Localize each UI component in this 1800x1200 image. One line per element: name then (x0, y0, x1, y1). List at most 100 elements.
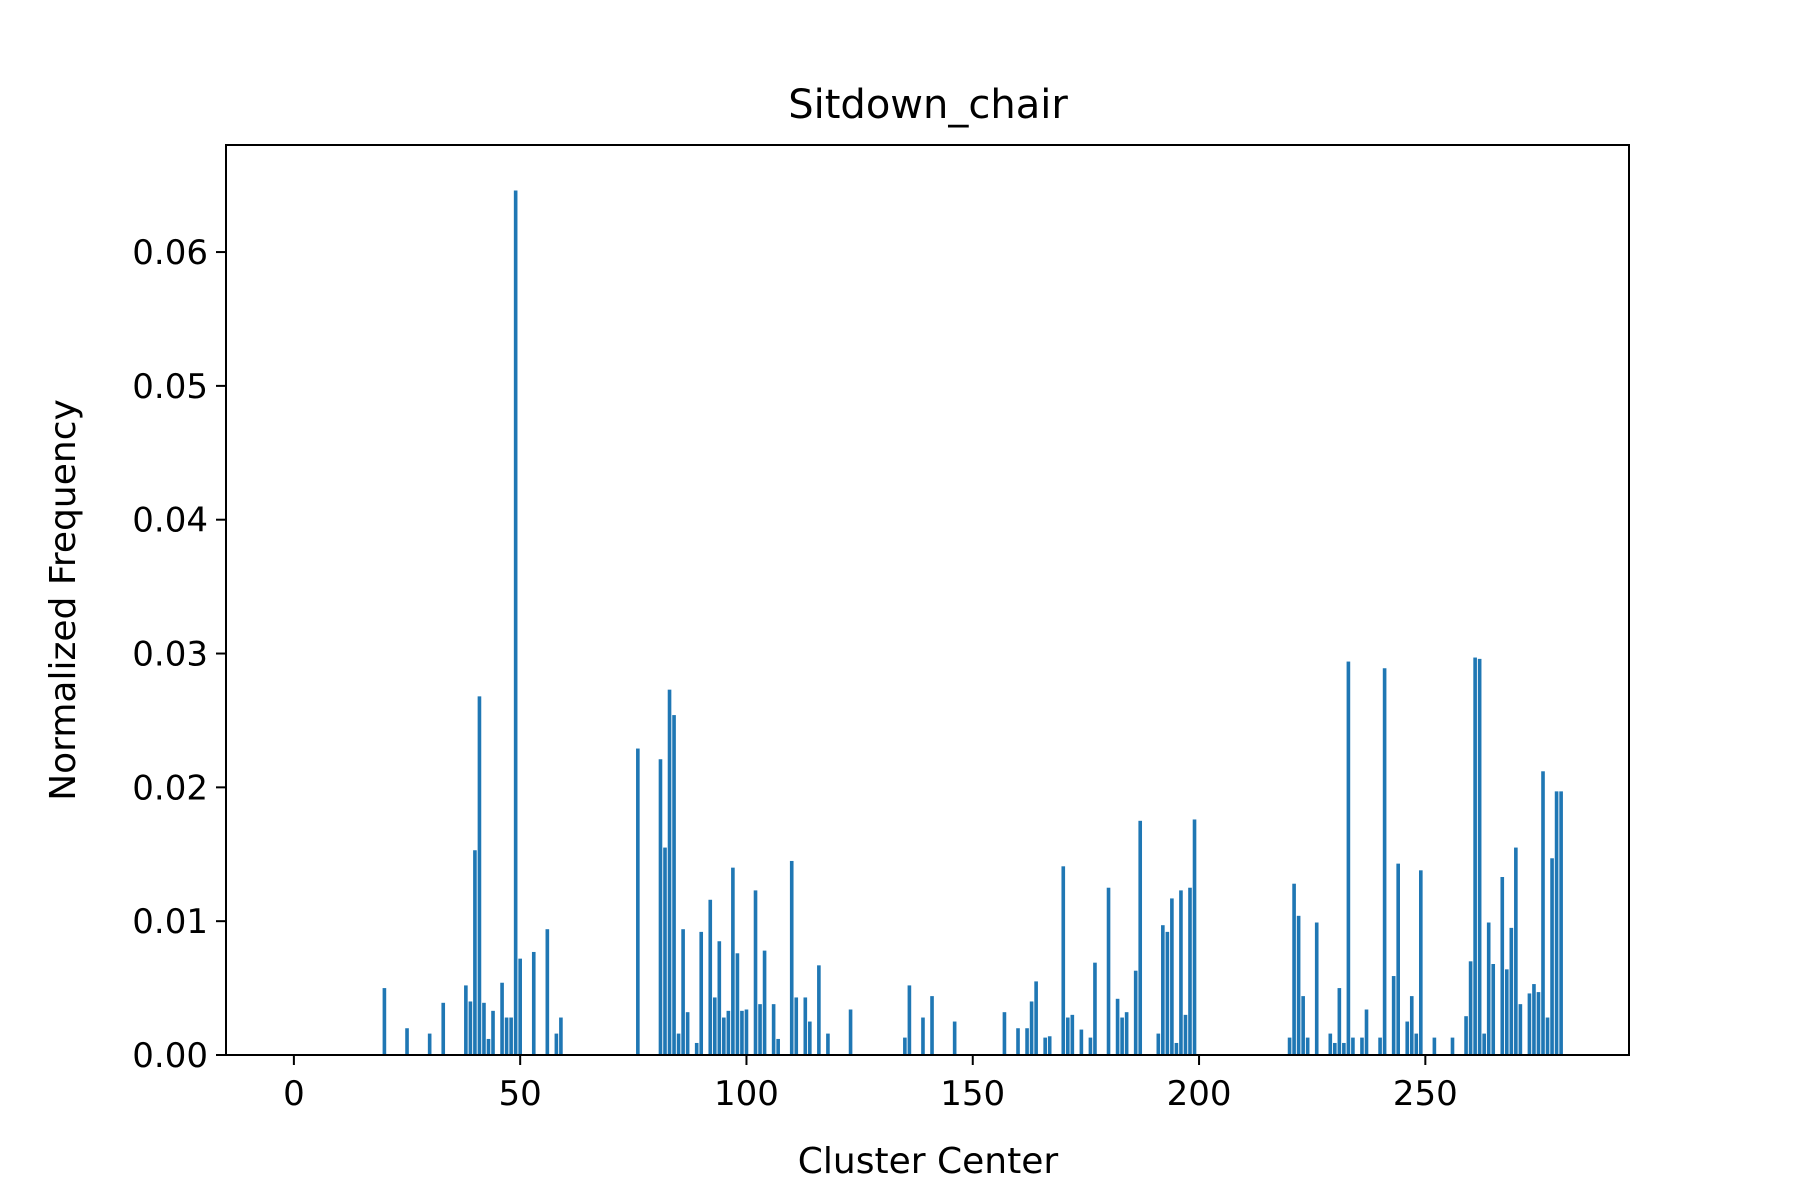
bar-cluster-243 (1391, 976, 1396, 1055)
bar-cluster-232 (1342, 1042, 1346, 1055)
x-tick-label: 200 (1167, 1074, 1232, 1114)
bar-cluster-277 (1545, 1017, 1550, 1055)
bar-cluster-241 (1382, 668, 1387, 1055)
bar-cluster-180 (1106, 887, 1111, 1055)
bar-cluster-163 (1029, 1001, 1034, 1055)
bar-cluster-249 (1419, 870, 1423, 1055)
bar-cluster-256 (1450, 1037, 1455, 1055)
bar-cluster-263 (1482, 1033, 1486, 1055)
bar-cluster-193 (1165, 931, 1170, 1055)
bar-cluster-224 (1305, 1037, 1310, 1055)
x-axis-ticks: 0 50 100 150 200 250 (283, 1055, 1458, 1114)
y-tick-label: 0.05 (132, 367, 208, 407)
bar-cluster-160 (1016, 1028, 1020, 1055)
bar-cluster-184 (1124, 1012, 1129, 1055)
bar-cluster-187 (1138, 820, 1143, 1055)
bar-cluster-90 (699, 931, 704, 1055)
bar-cluster-233 (1346, 661, 1351, 1055)
bar-cluster-89 (694, 1042, 699, 1055)
bar-cluster-84 (672, 715, 676, 1055)
x-axis-label: Cluster Center (798, 1141, 1059, 1182)
bar-cluster-194 (1170, 898, 1174, 1055)
bar-cluster-244 (1396, 863, 1400, 1055)
bar-cluster-123 (848, 1009, 853, 1055)
bar-cluster-199 (1192, 819, 1197, 1055)
bar-cluster-197 (1183, 1014, 1188, 1055)
bar-cluster-271 (1518, 1004, 1523, 1055)
bar-cluster-41 (477, 696, 482, 1055)
bar-cluster-196 (1179, 890, 1183, 1055)
y-tick-label: 0.01 (132, 902, 208, 942)
y-tick-label: 0.02 (132, 768, 208, 808)
bar-cluster-177 (1093, 962, 1097, 1055)
bar-cluster-276 (1541, 771, 1545, 1055)
bar-cluster-273 (1527, 993, 1532, 1055)
bar-cluster-47 (504, 1017, 509, 1055)
bar-cluster-141 (930, 996, 934, 1055)
bar-cluster-135 (903, 1037, 907, 1055)
bar-cluster-270 (1514, 847, 1518, 1055)
bar-cluster-48 (509, 1017, 513, 1055)
bar-cluster-229 (1328, 1033, 1333, 1055)
y-axis-label: Normalized Frequency (43, 399, 84, 801)
bar-cluster-267 (1500, 877, 1505, 1055)
bar-cluster-264 (1486, 922, 1491, 1055)
bar-cluster-172 (1070, 1014, 1075, 1055)
bar-cluster-139 (921, 1017, 925, 1055)
bar-cluster-104 (762, 950, 767, 1055)
y-tick-label: 0.00 (132, 1036, 208, 1076)
bar-cluster-221 (1292, 883, 1296, 1055)
bar-cluster-100 (744, 1009, 749, 1055)
bar-cluster-157 (1002, 1012, 1007, 1055)
bar-cluster-30 (427, 1033, 432, 1055)
x-tick-label: 100 (714, 1074, 779, 1114)
bar-cluster-39 (468, 1001, 473, 1055)
bar-cluster-118 (826, 1033, 830, 1055)
bar-cluster-265 (1491, 964, 1496, 1055)
bar-cluster-279 (1554, 791, 1559, 1055)
bar-cluster-146 (952, 1021, 957, 1055)
bar-cluster-33 (441, 1002, 446, 1055)
bar-cluster-56 (545, 929, 550, 1055)
bar-cluster-170 (1061, 866, 1066, 1055)
bar-cluster-186 (1133, 970, 1138, 1055)
bar-cluster-259 (1464, 1016, 1468, 1055)
bar-cluster-191 (1156, 1033, 1161, 1055)
bar-cluster-114 (808, 1021, 812, 1055)
bar-cluster-240 (1378, 1037, 1382, 1055)
bar-cluster-237 (1364, 1009, 1369, 1055)
bar-cluster-98 (735, 953, 740, 1055)
bar-cluster-220 (1287, 1037, 1292, 1055)
bar-cluster-82 (663, 847, 667, 1055)
bar-cluster-102 (753, 890, 758, 1055)
bar-cluster-262 (1477, 658, 1482, 1055)
bar-cluster-278 (1550, 858, 1554, 1055)
plot-area-frame (225, 144, 1630, 1056)
bar-cluster-192 (1161, 925, 1165, 1055)
bar-cluster-174 (1079, 1029, 1084, 1055)
bar-cluster-162 (1025, 1028, 1029, 1055)
bar-cluster-268 (1504, 969, 1509, 1055)
y-tick-label: 0.06 (132, 233, 208, 273)
bar-cluster-252 (1432, 1037, 1437, 1055)
bar-cluster-85 (676, 1033, 681, 1055)
bar-cluster-247 (1409, 996, 1414, 1055)
x-tick-label: 50 (499, 1074, 542, 1114)
bar-cluster-116 (817, 965, 821, 1055)
y-tick-label: 0.03 (132, 635, 208, 675)
bar-cluster-46 (500, 982, 504, 1055)
chart-title: Sitdown_chair (788, 82, 1068, 128)
bar-cluster-230 (1333, 1042, 1337, 1055)
bar-cluster-231 (1337, 988, 1342, 1055)
bar-cluster-81 (658, 759, 663, 1055)
bar-cluster-42 (482, 1002, 486, 1055)
bar-cluster-198 (1188, 887, 1192, 1055)
x-tick-label: 150 (940, 1074, 1005, 1114)
bar-cluster-103 (758, 1004, 762, 1055)
bar-cluster-25 (405, 1028, 409, 1055)
bar-cluster-167 (1047, 1036, 1052, 1055)
bar-cluster-40 (473, 850, 477, 1055)
bar-cluster-83 (667, 689, 672, 1055)
